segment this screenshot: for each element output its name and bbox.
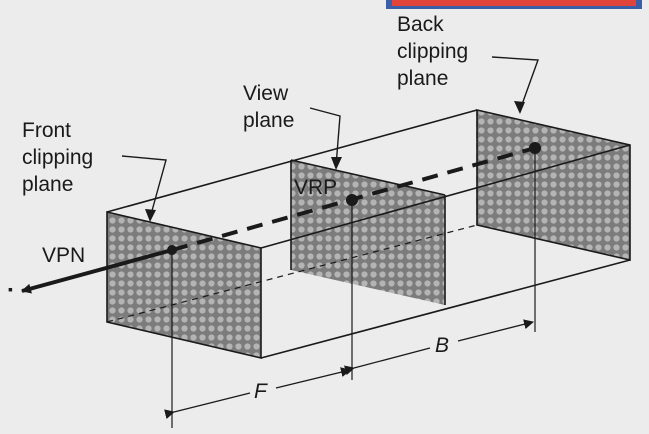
leader-lines xyxy=(121,56,539,219)
front-clipping-label-1: Front xyxy=(22,119,71,142)
vpn-axis: ▪ xyxy=(8,142,541,297)
view-plane-label-2: plane xyxy=(243,109,294,132)
back-clipping-label-1: Back xyxy=(397,13,444,36)
view-plane xyxy=(291,160,445,305)
b-dimension xyxy=(344,319,534,376)
back-clipping-label-3: plane xyxy=(397,67,448,90)
svg-text:▪: ▪ xyxy=(8,281,13,297)
front-clipping-label-3: plane xyxy=(22,173,73,196)
hidden-edges xyxy=(106,110,478,323)
vpn-label: VPN xyxy=(42,244,85,267)
f-dimension xyxy=(164,367,351,420)
leader-arrowheads xyxy=(145,101,525,222)
top-banner xyxy=(386,0,642,9)
b-label: B xyxy=(435,334,449,357)
vrp-label: VRP xyxy=(294,176,337,199)
front-clipping-label-2: clipping xyxy=(22,146,93,169)
front-clipping-plane xyxy=(107,212,261,358)
view-volume-box xyxy=(106,108,631,360)
f-label: F xyxy=(254,380,268,403)
dimension-lines xyxy=(171,148,536,428)
view-plane-label-1: View xyxy=(243,82,289,105)
back-clipping-label-2: clipping xyxy=(397,40,468,63)
back-clipping-plane xyxy=(477,110,630,260)
